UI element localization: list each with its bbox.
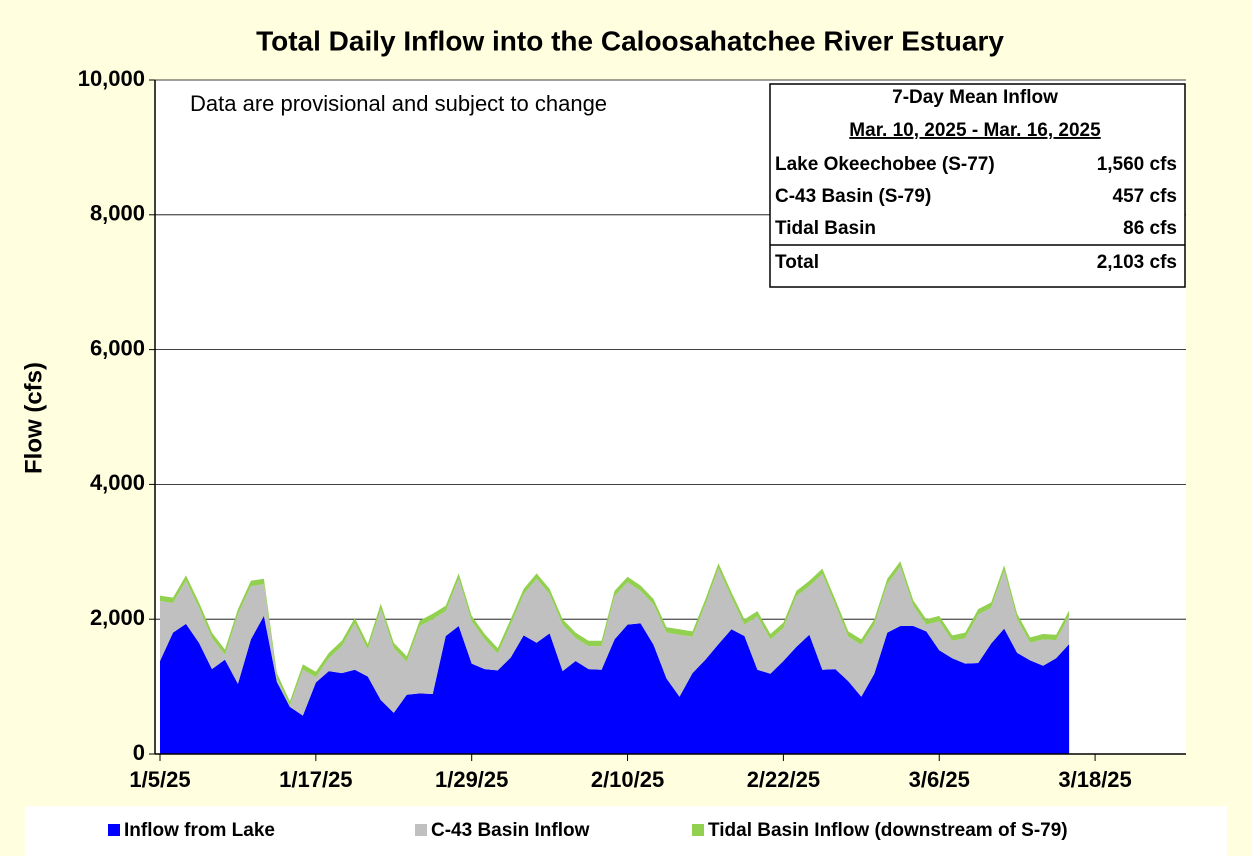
x-tick-label: 3/6/25 [909, 767, 970, 792]
chart-title: Total Daily Inflow into the Caloosahatch… [256, 25, 1004, 56]
x-tick-label: 1/5/25 [129, 767, 190, 792]
y-tick-label: 4,000 [90, 470, 145, 495]
legend-swatch [108, 824, 120, 836]
y-tick-label: 8,000 [90, 201, 145, 226]
table-cell: 457 cfs [1113, 186, 1177, 207]
table-border [769, 83, 1186, 288]
y-tick-label: 0 [133, 740, 145, 765]
y-tick-label: 10,000 [78, 66, 145, 91]
legend-label: Tidal Basin Inflow (downstream of S-79) [708, 820, 1068, 841]
table-cell: 86 cfs [1123, 218, 1177, 239]
table-cell: 2,103 cfs [1097, 252, 1177, 273]
x-tick-label: 2/10/25 [591, 767, 664, 792]
table-cell: Total [775, 252, 819, 273]
x-tick-label: 2/22/25 [747, 767, 820, 792]
legend-label: C-43 Basin Inflow [431, 820, 590, 841]
table-title: 7-Day Mean Inflow [892, 87, 1058, 108]
legend-box [25, 806, 1227, 856]
table-cell: Tidal Basin [775, 218, 876, 239]
table-period: Mar. 10, 2025 - Mar. 16, 2025 [849, 120, 1101, 141]
legend-swatch [415, 824, 427, 836]
y-tick-label: 2,000 [90, 605, 145, 630]
summary-table: 7-Day Mean Inflow Mar. 10, 2025 - Mar. 1… [769, 83, 1186, 288]
area [160, 615, 1070, 754]
table-cell: Lake Okeechobee (S-77) [775, 154, 995, 175]
area [160, 566, 1070, 716]
y-tick-label: 6,000 [90, 335, 145, 360]
legend-label: Inflow from Lake [124, 820, 275, 841]
table-cell: C-43 Basin (S-79) [775, 186, 931, 207]
x-tick-label: 1/17/25 [279, 767, 352, 792]
annotation: Data are provisional and subject to chan… [190, 91, 607, 116]
x-tick-label: 1/29/25 [435, 767, 508, 792]
x-tick-label: 3/18/25 [1058, 767, 1131, 792]
y-axis-label: Flow (cfs) [20, 362, 47, 474]
legend-swatch [692, 824, 704, 836]
table-cell: 1,560 cfs [1097, 154, 1177, 175]
